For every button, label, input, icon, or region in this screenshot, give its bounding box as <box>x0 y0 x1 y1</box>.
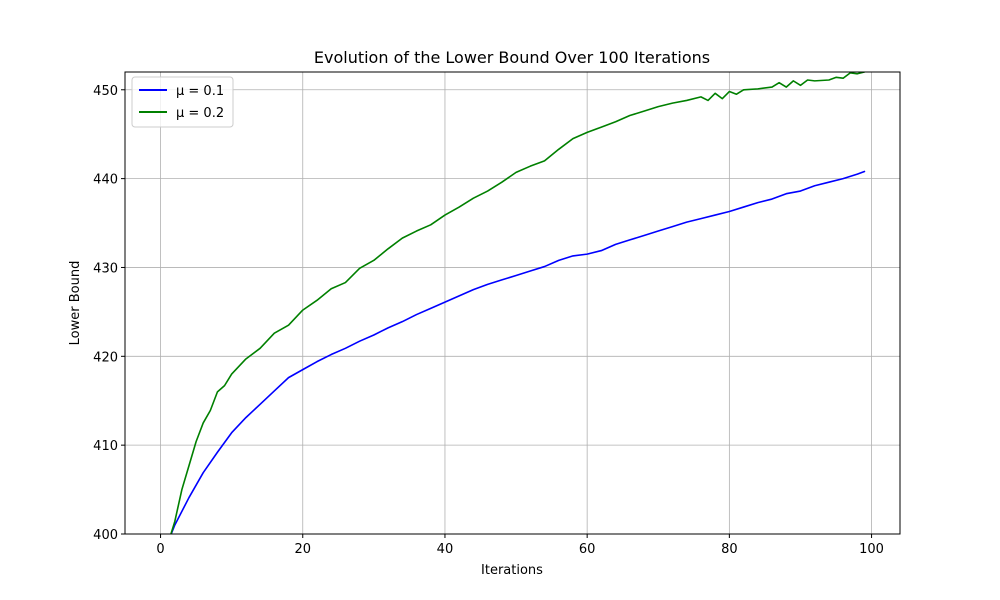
y-tick-label: 430 <box>93 261 118 276</box>
x-axis-label: Iterations <box>481 563 543 578</box>
y-tick-label: 450 <box>93 84 118 99</box>
y-tick-label: 420 <box>93 350 118 365</box>
plot-frame <box>124 71 901 535</box>
series-layer <box>170 72 866 534</box>
x-tick-label: 80 <box>721 542 738 557</box>
legend: μ = 0.1 μ = 0.2 <box>131 76 234 128</box>
ticks: 0 20 40 60 80 100 400 410 420 430 440 450 <box>93 84 884 557</box>
y-tick-label: 440 <box>93 173 118 188</box>
y-tick-label: 410 <box>93 439 118 454</box>
x-tick-label: 0 <box>156 542 164 557</box>
legend-label-series-1: μ = 0.1 <box>176 84 224 99</box>
series-line-1 <box>170 170 866 534</box>
x-tick-label: 100 <box>859 542 884 557</box>
chart-title: Evolution of the Lower Bound Over 100 It… <box>314 48 710 67</box>
x-tick-label: 20 <box>294 542 311 557</box>
x-tick-label: 60 <box>579 542 596 557</box>
legend-label-series-2: μ = 0.2 <box>176 106 224 121</box>
series-line-2 <box>170 72 866 534</box>
y-tick-label: 400 <box>93 528 118 543</box>
x-tick-label: 40 <box>437 542 454 557</box>
grid <box>125 72 900 535</box>
y-axis-label: Lower Bound <box>68 261 83 346</box>
